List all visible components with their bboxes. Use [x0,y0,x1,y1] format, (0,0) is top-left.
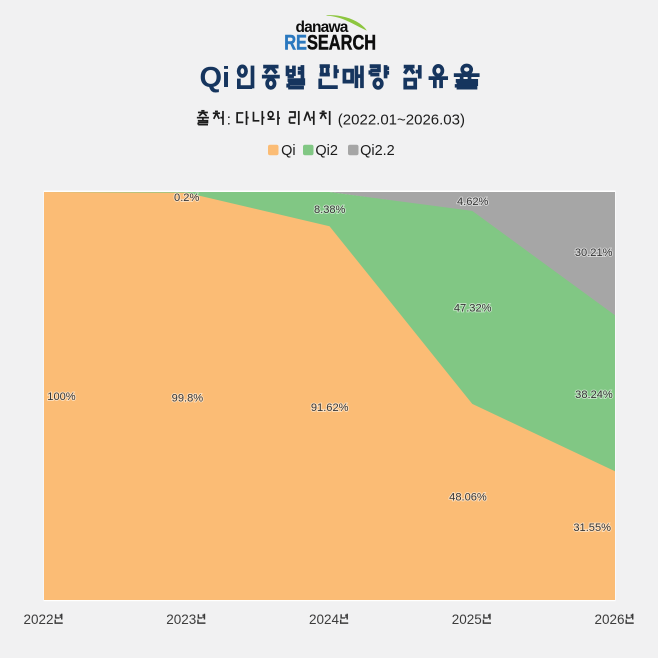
svg-text:2022: 2022 [23,612,53,627]
svg-text:Qi: Qi [281,143,296,159]
svg-text:danawa: danawa [296,19,349,36]
svg-text:Qi2: Qi2 [315,143,338,159]
svg-text:31.55%: 31.55% [573,522,611,534]
svg-text:2023: 2023 [166,612,196,627]
svg-text:(2022.01~2026.03): (2022.01~2026.03) [338,111,465,128]
svg-text:Qi2.2: Qi2.2 [360,143,395,159]
svg-text:91.62%: 91.62% [311,402,349,414]
svg-text:4.62%: 4.62% [457,196,489,208]
svg-text:2024: 2024 [309,612,340,627]
svg-text:2025: 2025 [452,612,482,627]
svg-text:100%: 100% [47,391,76,403]
svg-text::: : [227,111,231,128]
svg-text:30.21%: 30.21% [575,247,613,259]
svg-text:Qi: Qi [200,62,231,94]
svg-text:0.2%: 0.2% [174,192,199,204]
svg-text:RESEARCH: RESEARCH [284,31,376,54]
svg-text:99.8%: 99.8% [172,393,204,405]
svg-text:2026: 2026 [594,612,624,627]
svg-text:8.38%: 8.38% [314,204,346,216]
svg-text:47.32%: 47.32% [454,303,492,315]
svg-text:48.06%: 48.06% [449,491,487,503]
svg-text:38.24%: 38.24% [575,389,613,401]
